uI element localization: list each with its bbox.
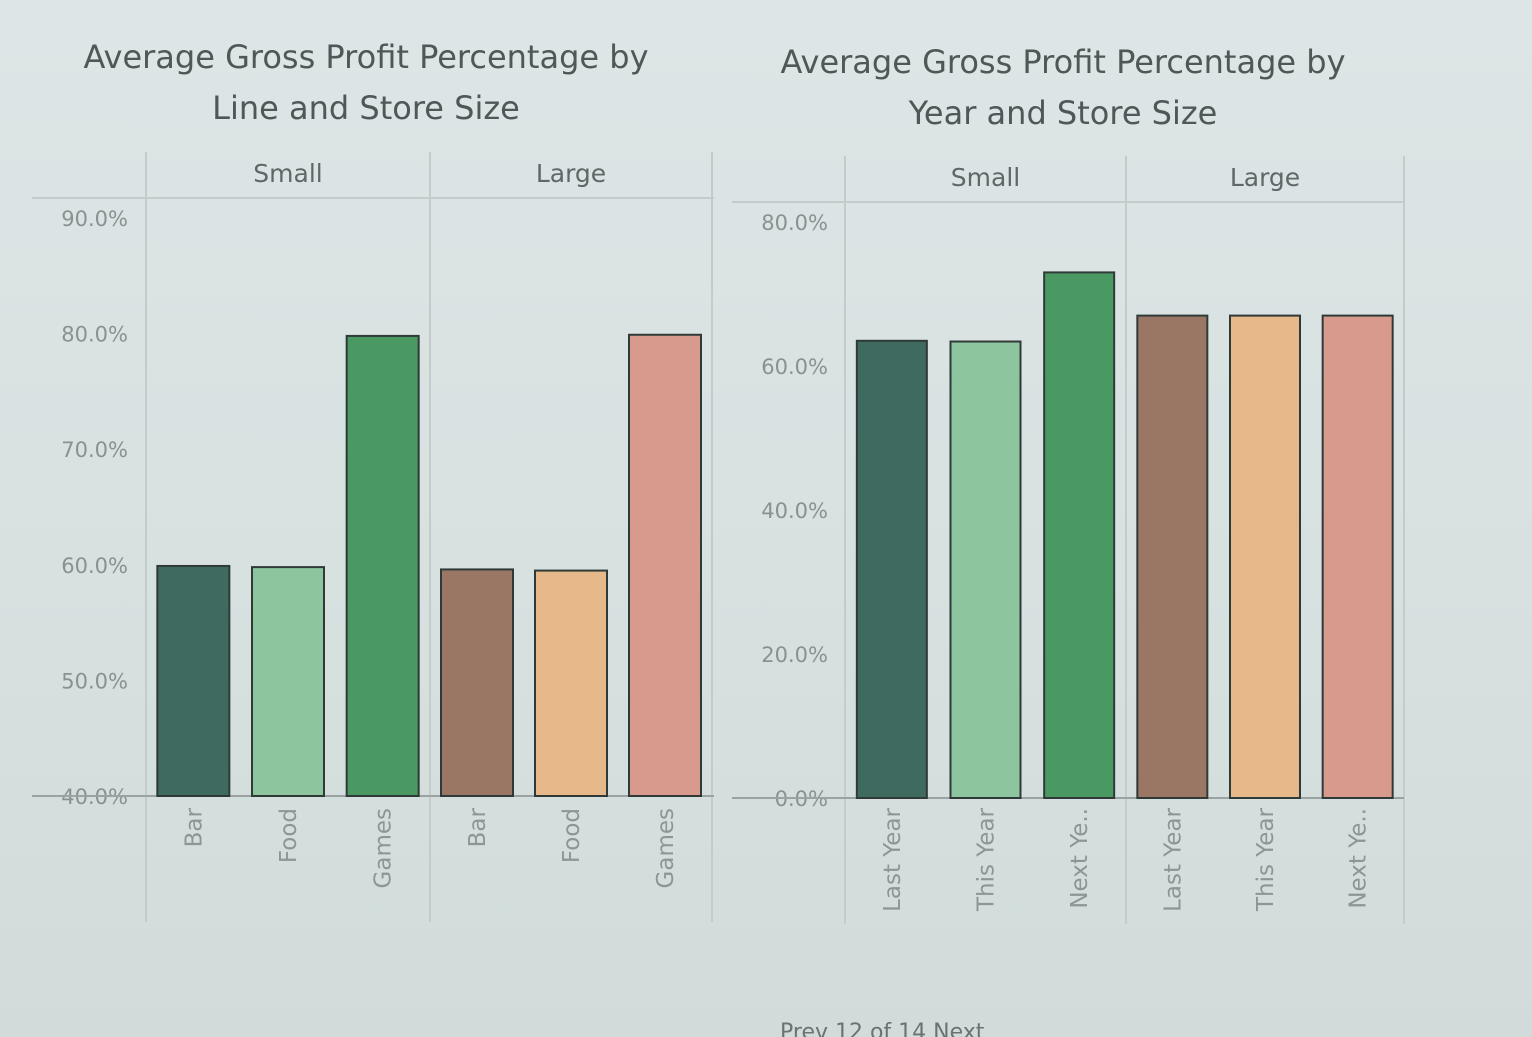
category-label: This Year (1253, 807, 1279, 912)
category-label: Food (559, 808, 585, 863)
category-label: Games (653, 808, 679, 888)
category-label: Bar (181, 807, 207, 847)
pane-label-small: Small (253, 159, 322, 188)
bar-large-last-year[interactable] (1136, 314, 1209, 799)
bar-large-games[interactable] (628, 333, 702, 797)
category-label: Food (276, 808, 302, 863)
pane-label-large: Large (536, 159, 606, 188)
pane-label-small: Small (951, 163, 1020, 192)
bar-large-this-year[interactable] (1229, 314, 1301, 799)
chart-year-store-size: Average Gross Profit Percentage by Year a… (732, 43, 1405, 924)
bar-small-food[interactable] (251, 566, 325, 797)
bar-small-games[interactable] (345, 334, 420, 797)
bar-large-next-ye-[interactable] (1321, 314, 1394, 799)
y-tick-label: 40.0% (761, 499, 828, 523)
bar-large-food[interactable] (534, 569, 608, 798)
y-tick-label: 70.0% (61, 438, 128, 462)
chart-title-line-1: Average Gross Profit Percentage by (84, 38, 649, 76)
bar-small-bar[interactable] (156, 564, 231, 797)
category-label: Last Year (1160, 807, 1186, 911)
category-label: Bar (465, 807, 491, 847)
chart-title-line-2: Line and Store Size (212, 89, 520, 127)
bar-small-next-ye-[interactable] (1043, 271, 1116, 799)
chart-title-line-2: Year and Store Size (908, 94, 1218, 132)
category-label: This Year (974, 807, 1000, 912)
y-tick-label: 60.0% (61, 554, 128, 578)
y-tick-label: 60.0% (761, 355, 828, 379)
category-label: Last Year (880, 807, 906, 911)
bar-small-this-year[interactable] (949, 340, 1022, 799)
y-tick-label: 50.0% (61, 669, 128, 693)
y-tick-label: 80.0% (761, 211, 828, 235)
category-label: Next Ye.. (1346, 808, 1372, 909)
category-label: Games (371, 808, 397, 888)
bar-large-bar[interactable] (440, 568, 514, 798)
chart-line-store-size: Average Gross Profit Percentage by Line a… (32, 38, 714, 922)
bar-small-last-year[interactable] (855, 339, 928, 799)
pane-label-large: Large (1230, 163, 1300, 192)
y-tick-label: 20.0% (761, 643, 828, 667)
y-tick-label: 90.0% (61, 207, 128, 231)
y-tick-label: 80.0% (61, 323, 128, 347)
pager[interactable]: Prev 12 of 14 Next (780, 1020, 985, 1037)
category-label: Next Ye.. (1067, 808, 1093, 909)
chart-title-line-1: Average Gross Profit Percentage by (781, 43, 1346, 81)
